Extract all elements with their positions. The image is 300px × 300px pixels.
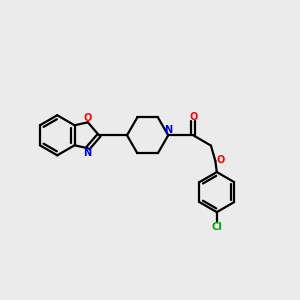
Text: O: O bbox=[189, 112, 197, 122]
Text: O: O bbox=[216, 155, 225, 165]
Text: Cl: Cl bbox=[212, 222, 222, 232]
Text: N: N bbox=[83, 148, 91, 158]
Text: N: N bbox=[164, 125, 172, 135]
Text: O: O bbox=[83, 113, 92, 123]
